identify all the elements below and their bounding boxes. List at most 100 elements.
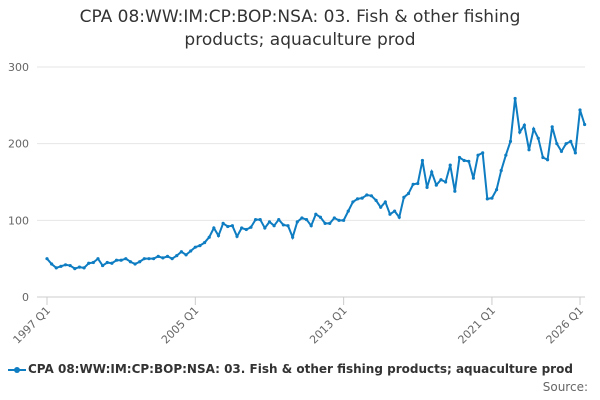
data-point xyxy=(101,263,105,268)
data-point xyxy=(179,250,184,254)
data-point xyxy=(152,257,156,261)
data-point xyxy=(351,200,355,204)
x-tick-label: 1997 Q1 xyxy=(11,304,54,347)
data-point xyxy=(550,125,554,129)
x-tick-label: 2013 Q1 xyxy=(307,304,350,347)
data-point xyxy=(346,209,350,213)
data-point xyxy=(402,195,406,199)
chart-title: CPA 08:WW:IM:CP:BOP:NSA: 03. Fish & othe… xyxy=(79,7,521,50)
data-point xyxy=(420,158,425,163)
data-point xyxy=(309,224,313,228)
data-point xyxy=(54,266,58,270)
data-point xyxy=(244,227,248,232)
data-point xyxy=(165,254,170,258)
data-point xyxy=(494,188,499,192)
data-point xyxy=(175,254,179,258)
data-point xyxy=(481,151,485,155)
data-point xyxy=(272,224,276,228)
data-point xyxy=(471,176,475,180)
data-point xyxy=(383,200,387,204)
data-point xyxy=(63,263,68,267)
data-point xyxy=(277,217,281,222)
data-point xyxy=(114,258,119,262)
y-tick-label: 100 xyxy=(8,214,29,227)
data-point xyxy=(393,209,397,213)
data-point xyxy=(406,191,411,196)
data-point xyxy=(193,245,197,249)
data-point xyxy=(564,142,568,146)
data-point xyxy=(267,220,272,224)
data-point xyxy=(258,217,262,222)
x-tick-label: 2021 Q1 xyxy=(456,304,499,347)
data-point xyxy=(522,123,526,127)
data-point xyxy=(430,170,434,174)
data-point xyxy=(457,155,462,160)
data-point xyxy=(545,158,550,162)
data-point xyxy=(226,224,230,229)
y-tick-label: 0 xyxy=(22,291,29,304)
data-point xyxy=(91,260,95,265)
data-point xyxy=(281,223,285,227)
data-point xyxy=(212,226,216,230)
data-point xyxy=(578,108,582,112)
data-point xyxy=(541,155,545,160)
data-point xyxy=(532,127,536,131)
data-point xyxy=(536,136,540,140)
data-point xyxy=(240,226,244,230)
data-point xyxy=(425,185,429,189)
data-point xyxy=(156,254,160,258)
data-point xyxy=(138,260,142,264)
data-point xyxy=(397,215,401,219)
data-point xyxy=(73,267,77,271)
data-point xyxy=(508,139,513,143)
data-point xyxy=(105,260,109,265)
data-point xyxy=(77,265,82,269)
data-point xyxy=(314,212,318,216)
data-point xyxy=(583,122,587,127)
source: Source: xyxy=(542,380,588,394)
data-point xyxy=(253,217,258,222)
data-point xyxy=(318,215,323,219)
data-point xyxy=(379,205,383,209)
data-point xyxy=(369,194,374,198)
data-point xyxy=(263,226,267,230)
data-point xyxy=(527,148,531,152)
data-point xyxy=(207,235,211,239)
data-point xyxy=(434,183,438,187)
y-tick-label: 300 xyxy=(8,61,29,74)
data-point xyxy=(202,240,207,245)
data-point xyxy=(342,218,346,222)
data-point xyxy=(559,149,564,153)
data-point xyxy=(45,257,49,261)
data-point xyxy=(467,159,471,163)
data-point xyxy=(235,234,239,239)
data-point xyxy=(355,197,360,201)
data-point xyxy=(119,258,123,262)
data-point xyxy=(133,262,137,266)
legend[interactable]: CPA 08:WW:IM:CP:BOP:NSA: 03. Fish & othe… xyxy=(8,362,600,376)
data-point xyxy=(110,261,114,265)
data-point xyxy=(170,257,174,261)
data-point xyxy=(96,257,100,261)
data-point xyxy=(332,216,336,220)
data-point xyxy=(295,220,299,224)
data-point xyxy=(448,163,452,167)
data-point xyxy=(87,261,91,265)
data-point xyxy=(221,221,225,225)
data-point xyxy=(365,193,369,197)
data-point xyxy=(82,266,86,270)
data-point xyxy=(513,96,517,101)
data-point xyxy=(286,224,290,228)
data-point xyxy=(328,221,332,225)
data-point xyxy=(573,151,577,155)
data-point xyxy=(198,244,202,248)
data-point xyxy=(499,168,503,173)
data-point xyxy=(59,264,63,268)
data-point xyxy=(147,257,151,261)
data-point xyxy=(411,182,415,186)
x-tick-label: 2026 Q1 xyxy=(544,304,587,347)
data-point xyxy=(374,198,378,202)
data-point xyxy=(230,224,234,228)
data-point xyxy=(184,253,188,257)
